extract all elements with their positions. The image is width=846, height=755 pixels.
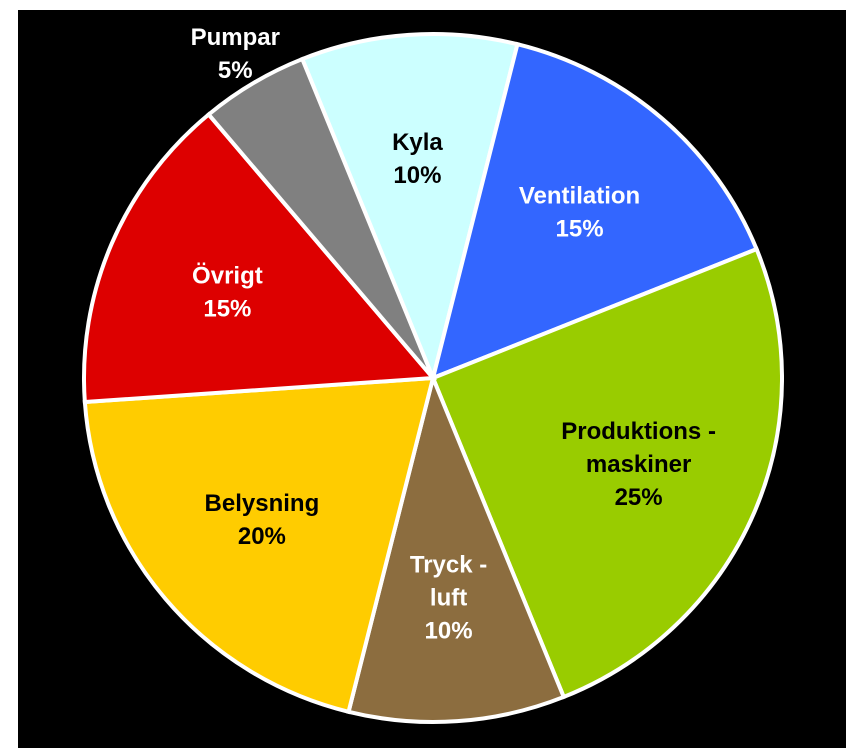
slice-label: Tryck - luft 10% [410, 552, 487, 645]
pie-slice [430, 246, 784, 700]
slice-label: Övrigt 15% [192, 262, 263, 322]
slice-label: Ventilation 15% [519, 182, 640, 242]
value-label: 15% [556, 215, 604, 242]
pie-slice [205, 56, 435, 380]
category-label: Ventilation [519, 182, 640, 209]
pie-slice [82, 375, 436, 715]
category-label: Pumpar [191, 24, 280, 51]
category-label: Kyla [392, 129, 443, 156]
pie-slice [430, 41, 760, 382]
value-label: 20% [238, 523, 286, 550]
category-label: luft [430, 585, 467, 612]
slice-label: Kyla 10% [392, 129, 443, 189]
category-label: Övrigt [192, 262, 263, 289]
pie-slice [299, 32, 520, 385]
pie-slice [82, 111, 438, 405]
value-label: 15% [203, 295, 251, 322]
value-label: 10% [393, 162, 441, 189]
category-label: maskiner [586, 451, 691, 478]
slice-label: Produktions - maskiner 25% [561, 418, 716, 511]
category-label: Belysning [205, 490, 320, 517]
value-label: 25% [615, 484, 663, 511]
value-label: 5% [218, 57, 253, 84]
pie-slice [346, 371, 567, 724]
slice-label: Belysning 20% [205, 490, 320, 550]
slice-label: Pumpar 5% [191, 24, 280, 84]
category-label: Produktions - [561, 418, 716, 445]
value-label: 10% [425, 618, 473, 645]
category-label: Tryck - [410, 552, 487, 579]
